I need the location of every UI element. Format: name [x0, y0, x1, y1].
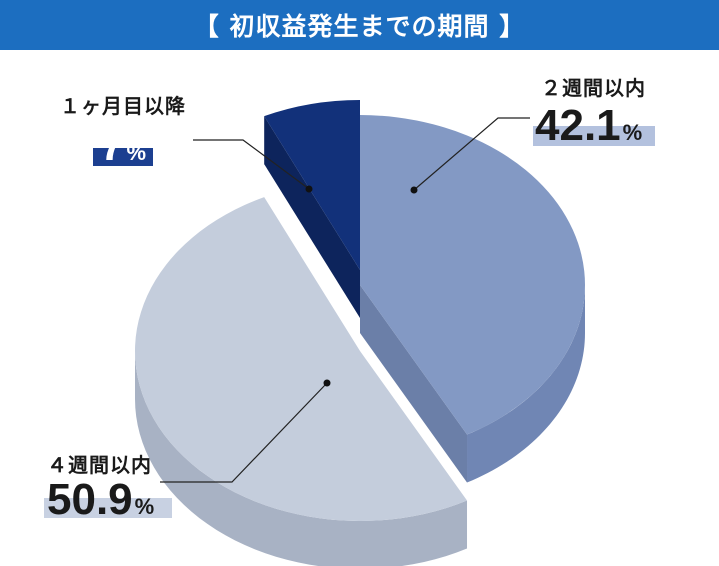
- slice-value-4w: 50.9%: [47, 475, 155, 524]
- slice-label-highlight-2w: [533, 126, 655, 146]
- slice-1m: [264, 100, 360, 270]
- slice-label-highlight-1m: [93, 148, 153, 166]
- leader-line-2w: [413, 117, 530, 191]
- chart-title: 【 初収益発生までの期間 】: [193, 12, 526, 41]
- slice-side-2w: [467, 285, 585, 483]
- slice-value-1m: 7%: [100, 121, 147, 170]
- title-bar: 【 初収益発生までの期間 】: [0, 0, 719, 50]
- leader-dot-1m: [305, 185, 313, 193]
- pie-chart: [135, 100, 586, 566]
- slice-2w: [360, 115, 586, 435]
- slice-side-4w: [135, 351, 468, 566]
- leader-dot-2w: [410, 186, 418, 194]
- slice-4w: [135, 197, 468, 522]
- leader-line-4w: [160, 382, 328, 483]
- slice-wall-1m: [264, 116, 360, 318]
- slice-value-2w: 42.1%: [535, 101, 643, 150]
- slice-label-2w: ２週間以内: [541, 76, 646, 100]
- leader-dot-4w: [323, 379, 331, 387]
- leader-line-1m: [193, 139, 310, 190]
- slice-label-4w: ４週間以内: [47, 453, 152, 477]
- slice-wall-2w: [360, 285, 468, 483]
- slice-label-1m: １ヶ月目以降: [60, 94, 186, 118]
- slice-label-highlight-4w: [44, 498, 172, 518]
